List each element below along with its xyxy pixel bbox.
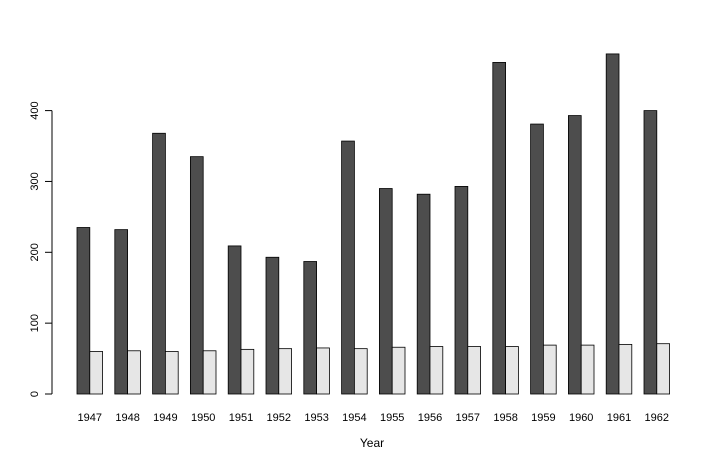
bar-1959-series-2 bbox=[543, 344, 557, 395]
bar-1950-series-1 bbox=[189, 156, 204, 395]
bar-1962-series-2 bbox=[656, 343, 670, 395]
x-tick-label-1950: 1950 bbox=[191, 412, 215, 424]
y-tick-label: 200 bbox=[29, 243, 41, 261]
x-tick-label-1958: 1958 bbox=[493, 412, 517, 424]
bar-1950-series-2 bbox=[202, 350, 217, 395]
bar-1949-series-2 bbox=[164, 351, 179, 395]
x-tick-label-1949: 1949 bbox=[153, 412, 177, 424]
x-tick-label-1960: 1960 bbox=[569, 412, 593, 424]
x-tick-label-1947: 1947 bbox=[78, 412, 102, 424]
x-tick-label-1953: 1953 bbox=[304, 412, 328, 424]
bar-1952-series-2 bbox=[278, 348, 292, 395]
bar-1953-series-2 bbox=[316, 347, 330, 395]
y-axis: 0 100 200 300 400 bbox=[29, 101, 53, 397]
bar-1961-series-2 bbox=[618, 343, 633, 395]
x-tick-label-1954: 1954 bbox=[342, 412, 366, 424]
bar-1956-series-1 bbox=[416, 193, 431, 395]
x-tick-label-1957: 1957 bbox=[456, 412, 480, 424]
bar-1955-series-2 bbox=[391, 346, 406, 395]
x-tick-label-1952: 1952 bbox=[267, 412, 291, 424]
bar-1953-series-1 bbox=[303, 261, 317, 395]
bar-1962-series-1 bbox=[643, 110, 658, 395]
y-tick-label: 400 bbox=[29, 101, 41, 119]
bar-1961-series-1 bbox=[605, 53, 620, 395]
bar-1949-series-1 bbox=[152, 132, 166, 395]
bar-1958-series-2 bbox=[505, 346, 519, 395]
bar-1948-series-1 bbox=[114, 229, 129, 395]
bar-1952-series-1 bbox=[265, 256, 280, 395]
x-tick-label-1961: 1961 bbox=[607, 412, 631, 424]
bar-1951-series-2 bbox=[240, 348, 255, 395]
x-tick-label-1959: 1959 bbox=[531, 412, 555, 424]
bar-1960-series-2 bbox=[580, 344, 595, 395]
bar-1954-series-1 bbox=[341, 140, 355, 395]
bar-1948-series-2 bbox=[127, 350, 141, 395]
bar-1956-series-2 bbox=[429, 346, 444, 395]
bar-1957-series-1 bbox=[454, 186, 469, 395]
bar-1959-series-1 bbox=[530, 123, 544, 395]
bar-1955-series-1 bbox=[378, 188, 393, 395]
bar-1960-series-1 bbox=[568, 115, 582, 395]
y-tick-label: 100 bbox=[29, 314, 41, 332]
y-tick-label: 300 bbox=[29, 172, 41, 190]
y-tick-label: 0 bbox=[29, 391, 41, 397]
x-tick-label-1962: 1962 bbox=[645, 412, 669, 424]
bar-1957-series-2 bbox=[467, 346, 481, 395]
bars-group bbox=[76, 53, 670, 395]
x-tick-label-1955: 1955 bbox=[380, 412, 404, 424]
bar-1947-series-1 bbox=[76, 227, 91, 395]
bar-1958-series-1 bbox=[492, 62, 506, 395]
bar-1954-series-2 bbox=[353, 348, 368, 395]
bar-1951-series-1 bbox=[227, 245, 242, 395]
x-tick-label-1948: 1948 bbox=[115, 412, 139, 424]
x-tick-label-1956: 1956 bbox=[418, 412, 442, 424]
x-tick-label-1951: 1951 bbox=[229, 412, 253, 424]
x-axis-title: Year bbox=[360, 436, 384, 450]
bar-1947-series-2 bbox=[89, 351, 104, 395]
x-tick-labels: 1947 1948 1949 1950 1951 1952 1953 1954 1955 1956… bbox=[78, 412, 669, 424]
